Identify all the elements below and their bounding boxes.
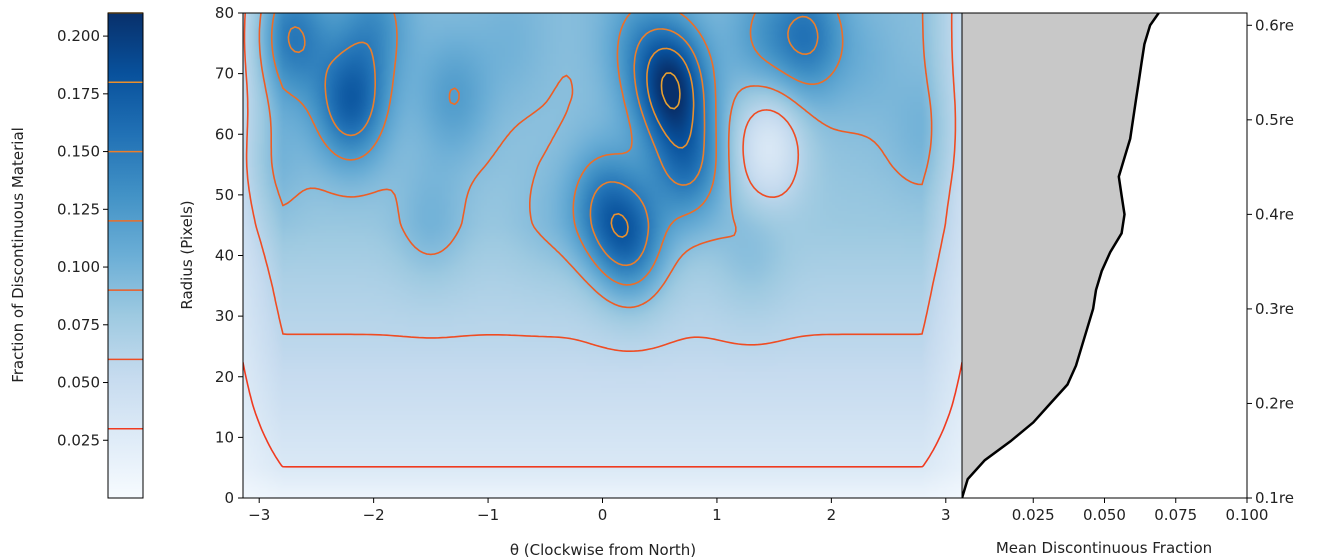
contour-line <box>270 13 844 286</box>
heatmap-y-tick-label: 70 <box>215 65 234 83</box>
colorbar-tick-label: 0.150 <box>57 143 100 161</box>
profile-x-tick-label: 0.050 <box>1083 506 1126 524</box>
heatmap-x-tick-label: −1 <box>477 506 499 524</box>
colorbar-ticks: 0.025 0.050 0.075 0.100 0.125 0.150 0.175 0.200 <box>57 27 108 449</box>
heatmap-image <box>243 13 962 498</box>
colorbar-tick-label: 0.200 <box>57 27 100 45</box>
contour-line <box>258 13 933 309</box>
heatmap-y-tick-label: 80 <box>215 4 234 22</box>
heatmap-x-tick-label: 3 <box>941 506 951 524</box>
heatmap-x-label: θ (Clockwise from North) <box>510 541 696 559</box>
heatmap-panel: −3 −2 −1 0 1 2 3 0 10 20 30 40 50 60 70 80 θ (Clockwis… <box>178 4 963 559</box>
heatmap-y-tick-label: 20 <box>215 368 234 386</box>
profile-secondary-y-ticks: 0.1re 0.2re 0.3re 0.4re 0.5re 0.6re <box>1247 16 1294 507</box>
heatmap-y-label: Radius (Pixels) <box>178 200 196 309</box>
colorbar-gradient <box>108 13 143 498</box>
colorbar-tick-label: 0.125 <box>57 200 100 218</box>
colorbar: 0.025 0.050 0.075 0.100 0.125 0.150 0.175 0.200… <box>9 12 144 499</box>
profile-x-tick-label: 0.025 <box>1012 506 1055 524</box>
heatmap-y-tick-label: 60 <box>215 125 234 143</box>
heatmap-y-tick-label: 50 <box>215 186 234 204</box>
profile-x-tick-label: 0.075 <box>1154 506 1197 524</box>
heatmap-y-tick-label: 40 <box>215 247 234 265</box>
colorbar-tick-label: 0.050 <box>57 374 100 392</box>
heatmap-y-tick-label: 30 <box>215 307 234 325</box>
profile-x-tick-label: 0.100 <box>1226 506 1269 524</box>
colorbar-tick-label: 0.025 <box>57 431 100 449</box>
contour-line <box>660 72 681 110</box>
contour-line <box>610 47 695 238</box>
colorbar-tick-label: 0.075 <box>57 316 100 334</box>
heatmap-x-ticks: −3 −2 −1 0 1 2 3 <box>248 498 951 524</box>
profile-y-tick-label: 0.1re <box>1255 489 1294 507</box>
profile-panel: 0.025 0.050 0.075 0.100 0.1re 0.2re 0.3re 0.4r… <box>961 12 1294 557</box>
colorbar-tick-label: 0.100 <box>57 258 100 276</box>
profile-y-tick-label: 0.3re <box>1255 300 1294 318</box>
heatmap-x-tick-label: −2 <box>363 506 385 524</box>
colorbar-label: Fraction of Discontinuous Material <box>9 127 27 383</box>
heatmap-y-tick-label: 0 <box>224 489 234 507</box>
profile-y-tick-label: 0.6re <box>1255 16 1294 34</box>
profile-x-label: Mean Discontinuous Fraction <box>996 539 1212 557</box>
profile-line <box>962 13 1160 498</box>
heatmap-x-tick-label: 1 <box>712 506 722 524</box>
colorbar-frame <box>107 12 144 499</box>
profile-y-tick-label: 0.5re <box>1255 111 1294 129</box>
colorbar-tick-label: 0.175 <box>57 85 100 103</box>
contour-line <box>243 13 957 352</box>
profile-y-tick-label: 0.2re <box>1255 394 1294 412</box>
heatmap-x-tick-label: 0 <box>598 506 608 524</box>
profile-y-tick-label: 0.4re <box>1255 205 1294 223</box>
heatmap-y-tick-label: 10 <box>215 428 234 446</box>
profile-x-ticks: 0.025 0.050 0.075 0.100 <box>1012 498 1269 524</box>
contour-lines <box>243 13 962 468</box>
contour-line <box>287 15 819 267</box>
heatmap-y-ticks: 0 10 20 30 40 50 60 70 80 <box>215 4 243 507</box>
contour-line <box>243 361 962 468</box>
heatmap-x-tick-label: −3 <box>248 506 270 524</box>
heatmap-x-tick-label: 2 <box>827 506 837 524</box>
profile-area <box>962 13 1159 498</box>
